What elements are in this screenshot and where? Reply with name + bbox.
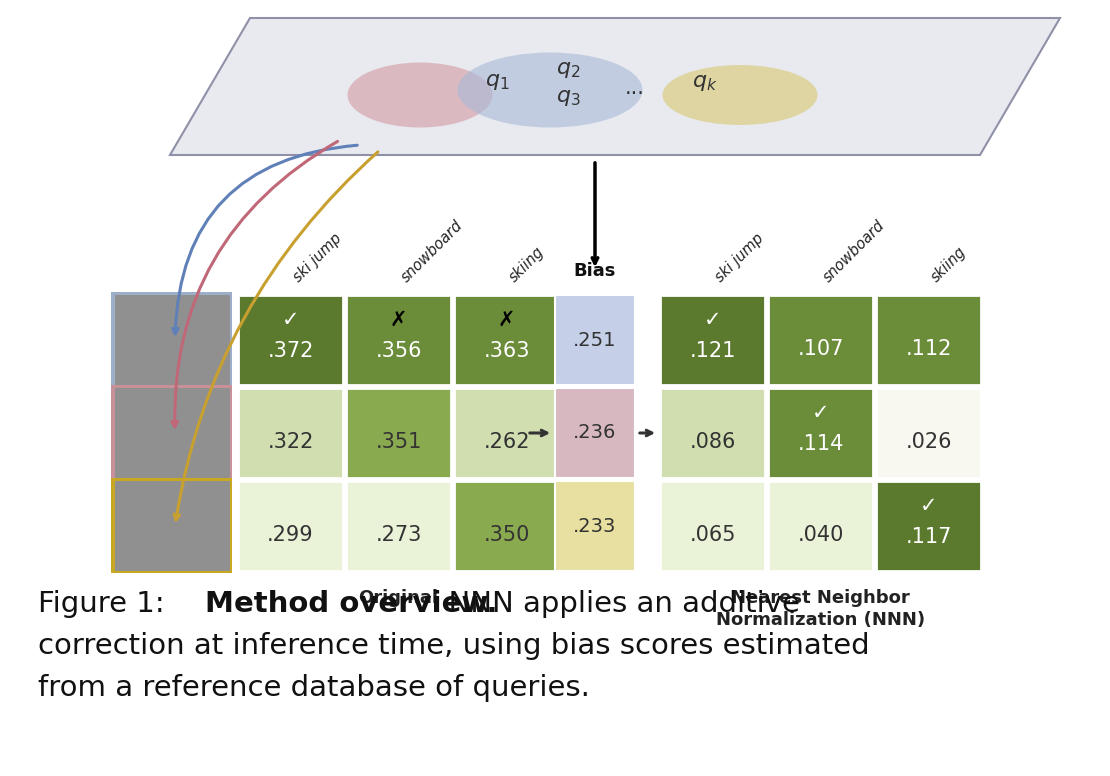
Bar <box>555 481 635 571</box>
Text: ski jump: ski jump <box>290 230 344 285</box>
Bar <box>115 388 230 478</box>
Text: .251: .251 <box>573 331 617 349</box>
Text: .363: .363 <box>483 341 529 361</box>
Text: Bias: Bias <box>574 262 616 280</box>
Text: .356: .356 <box>375 341 422 361</box>
Text: ...: ... <box>625 78 645 98</box>
Bar <box>876 481 981 571</box>
Text: .262: .262 <box>483 432 529 452</box>
Text: $q_k$: $q_k$ <box>693 73 718 93</box>
Text: $q_3$: $q_3$ <box>556 88 581 108</box>
Bar <box>555 295 635 385</box>
Text: .236: .236 <box>573 424 617 442</box>
Bar <box>238 388 343 478</box>
Bar <box>111 385 232 480</box>
Text: .086: .086 <box>689 432 736 452</box>
Bar <box>115 481 230 571</box>
Text: Nearest Neighbor
Normalization (NNN): Nearest Neighbor Normalization (NNN) <box>716 589 925 629</box>
Text: $q_1$: $q_1$ <box>485 72 509 92</box>
Text: .233: .233 <box>573 517 617 535</box>
Bar <box>346 481 451 571</box>
Bar <box>238 295 343 385</box>
Bar <box>454 388 559 478</box>
Bar <box>454 295 559 385</box>
Text: ✗: ✗ <box>390 310 407 331</box>
Bar <box>768 481 872 571</box>
Text: $q_2$: $q_2$ <box>556 60 581 80</box>
Text: .121: .121 <box>689 341 736 361</box>
Bar <box>346 388 451 478</box>
Bar <box>346 295 451 385</box>
Bar <box>660 481 765 571</box>
Text: ski jump: ski jump <box>712 230 766 285</box>
Text: .372: .372 <box>268 341 314 361</box>
Text: .350: .350 <box>483 525 529 545</box>
Bar <box>454 481 559 571</box>
Ellipse shape <box>347 63 493 127</box>
Text: skiing: skiing <box>928 244 969 285</box>
Text: snowboard: snowboard <box>820 217 887 285</box>
Text: .351: .351 <box>375 432 422 452</box>
Bar <box>876 295 981 385</box>
Bar <box>555 388 635 478</box>
Text: NNN applies an additive: NNN applies an additive <box>430 590 800 618</box>
Ellipse shape <box>457 53 643 127</box>
Text: .114: .114 <box>797 434 844 454</box>
Bar <box>768 388 872 478</box>
Text: correction at inference time, using bias scores estimated: correction at inference time, using bias… <box>38 632 869 660</box>
Text: .112: .112 <box>906 339 951 359</box>
Ellipse shape <box>663 65 817 125</box>
Bar <box>111 478 232 573</box>
Text: .040: .040 <box>797 525 844 545</box>
Text: .107: .107 <box>797 339 844 359</box>
Text: Method overview.: Method overview. <box>205 590 497 618</box>
Text: ✗: ✗ <box>497 310 515 331</box>
Text: ✓: ✓ <box>811 404 829 423</box>
Text: .299: .299 <box>268 525 314 545</box>
Text: ✓: ✓ <box>920 496 937 516</box>
Polygon shape <box>170 18 1060 155</box>
Text: .065: .065 <box>689 525 736 545</box>
Bar <box>876 388 981 478</box>
Text: Original: Original <box>359 589 438 607</box>
Bar <box>660 295 765 385</box>
Text: ✓: ✓ <box>282 310 300 331</box>
Bar <box>768 295 872 385</box>
Text: skiing: skiing <box>506 244 547 285</box>
Bar <box>660 388 765 478</box>
Bar <box>111 292 232 387</box>
Bar <box>238 481 343 571</box>
Text: .117: .117 <box>906 527 951 547</box>
Text: .273: .273 <box>375 525 422 545</box>
Text: ✓: ✓ <box>704 310 722 331</box>
Text: from a reference database of queries.: from a reference database of queries. <box>38 674 589 702</box>
Text: .322: .322 <box>268 432 314 452</box>
Text: snowboard: snowboard <box>398 217 465 285</box>
Text: .026: .026 <box>906 432 951 452</box>
Bar <box>115 295 230 385</box>
Text: Figure 1:: Figure 1: <box>38 590 164 618</box>
